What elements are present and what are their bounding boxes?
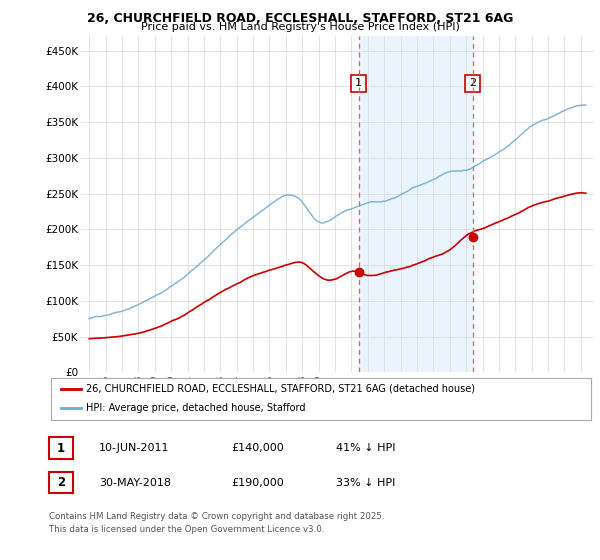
Text: 33% ↓ HPI: 33% ↓ HPI <box>336 478 395 488</box>
Text: £190,000: £190,000 <box>231 478 284 488</box>
Text: 26, CHURCHFIELD ROAD, ECCLESHALL, STAFFORD, ST21 6AG: 26, CHURCHFIELD ROAD, ECCLESHALL, STAFFO… <box>87 12 513 25</box>
Bar <box>359 36 473 372</box>
Text: 41% ↓ HPI: 41% ↓ HPI <box>336 443 395 453</box>
Text: Price paid vs. HM Land Registry's House Price Index (HPI): Price paid vs. HM Land Registry's House … <box>140 22 460 32</box>
Text: 2: 2 <box>469 78 476 88</box>
Text: Contains HM Land Registry data © Crown copyright and database right 2025.
This d: Contains HM Land Registry data © Crown c… <box>49 512 385 534</box>
Text: 10-JUN-2011: 10-JUN-2011 <box>99 443 170 453</box>
Text: HPI: Average price, detached house, Stafford: HPI: Average price, detached house, Staf… <box>86 403 305 413</box>
Text: 26, CHURCHFIELD ROAD, ECCLESHALL, STAFFORD, ST21 6AG (detached house): 26, CHURCHFIELD ROAD, ECCLESHALL, STAFFO… <box>86 384 475 394</box>
Text: £140,000: £140,000 <box>231 443 284 453</box>
Text: 30-MAY-2018: 30-MAY-2018 <box>99 478 171 488</box>
Text: 1: 1 <box>57 441 65 455</box>
Text: 2: 2 <box>57 476 65 489</box>
Text: 1: 1 <box>355 78 362 88</box>
